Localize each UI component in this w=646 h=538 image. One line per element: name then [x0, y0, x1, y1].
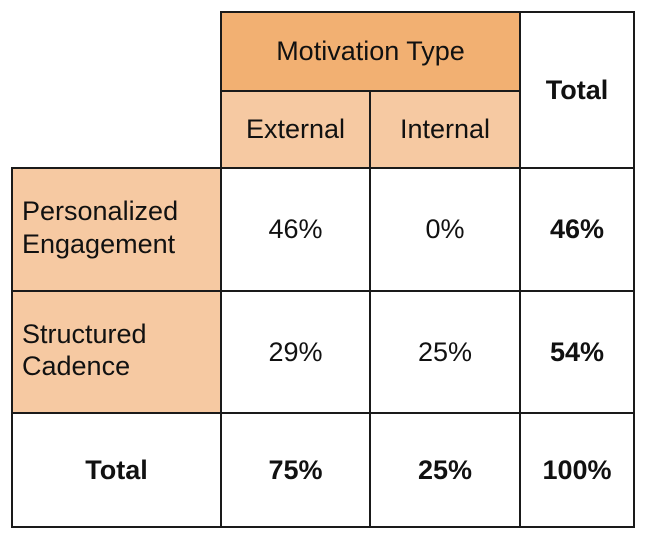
- row-label-total-text: Total: [85, 454, 148, 485]
- row-label-structured-cadence: Structured Cadence: [12, 291, 221, 413]
- row-label-personalized-engagement: Personalized Engagement: [12, 168, 221, 291]
- cell-value: 46%: [268, 214, 323, 245]
- grid-line: [11, 167, 635, 169]
- cell-value: 75%: [268, 454, 323, 485]
- cell-value: 0%: [425, 214, 465, 245]
- cell-value: 54%: [549, 336, 605, 367]
- cell-structured-internal: 25%: [370, 291, 520, 413]
- cell-personalized-total: 46%: [520, 168, 634, 291]
- cell-personalized-external: 46%: [221, 168, 370, 291]
- grid-line: [11, 412, 635, 414]
- grid-line: [11, 290, 635, 292]
- row-label-text: Structured Cadence: [22, 318, 147, 381]
- col-header-internal: Internal: [370, 91, 520, 168]
- header-total: Total: [520, 12, 634, 168]
- grid-line: [220, 90, 521, 92]
- cell-value: 46%: [549, 214, 605, 245]
- grid-line: [220, 11, 222, 528]
- cell-value: 25%: [417, 454, 473, 485]
- grid-line: [220, 11, 635, 13]
- col-header-external: External: [221, 91, 370, 168]
- group-header-text: Motivation Type: [276, 36, 465, 67]
- group-header-motivation-type: Motivation Type: [221, 12, 520, 91]
- cell-value: 29%: [268, 336, 323, 367]
- cell-structured-total: 54%: [520, 291, 634, 413]
- cell-value: 25%: [417, 336, 473, 367]
- col-header-external-text: External: [245, 114, 346, 145]
- cell-total-external: 75%: [221, 413, 370, 527]
- cell-value: 100%: [542, 454, 612, 485]
- grid-line: [369, 90, 371, 528]
- cell-structured-external: 29%: [221, 291, 370, 413]
- grid-line: [11, 526, 635, 528]
- cell-personalized-internal: 0%: [370, 168, 520, 291]
- grid-line: [519, 11, 521, 528]
- row-label-total: Total: [12, 413, 221, 527]
- col-header-internal-text: Internal: [399, 114, 491, 145]
- row-label-text: Personalized Engagement: [22, 196, 179, 259]
- grid-line: [633, 11, 635, 528]
- grid-line: [11, 167, 13, 528]
- cell-grand-total: 100%: [520, 413, 634, 527]
- header-total-text: Total: [545, 74, 609, 105]
- cell-total-internal: 25%: [370, 413, 520, 527]
